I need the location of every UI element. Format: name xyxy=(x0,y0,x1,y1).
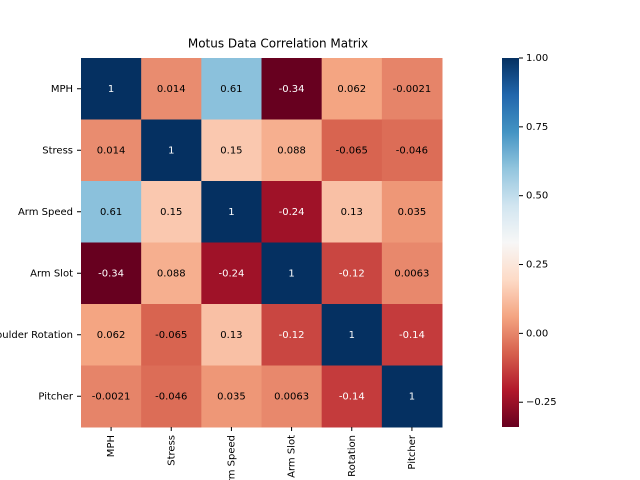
cell-label: -0.12 xyxy=(339,268,365,279)
heatmap-cell xyxy=(261,365,323,428)
cell-label: 0.13 xyxy=(220,330,242,341)
cell-label: 0.0063 xyxy=(274,391,309,402)
heatmap-cell xyxy=(201,242,262,305)
heatmap-cell xyxy=(321,119,383,182)
heatmap-cell xyxy=(321,304,383,366)
heatmap-cell xyxy=(381,58,443,120)
cell-label: -0.24 xyxy=(218,268,244,279)
cell-label: 0.014 xyxy=(157,84,186,95)
cell-label: 1 xyxy=(228,207,234,218)
cell-label: 0.014 xyxy=(97,145,126,156)
heatmap-cell xyxy=(81,242,142,305)
cell-label: -0.046 xyxy=(396,145,428,156)
heatmap-cell xyxy=(201,365,262,428)
cell-label: 0.035 xyxy=(217,391,246,402)
y-tick-label: Stress xyxy=(42,145,73,156)
heatmap-cell xyxy=(321,242,383,305)
colorbar-tick-label: 1.00 xyxy=(526,53,548,64)
cell-label: 1 xyxy=(168,145,174,156)
cell-label: 1 xyxy=(288,268,294,279)
heatmap-cell xyxy=(381,242,443,305)
heatmap-cell xyxy=(381,181,443,243)
colorbar-tick-label: 0.50 xyxy=(526,191,548,202)
colorbar-tick-label: −0.25 xyxy=(526,397,557,408)
colorbar-tick-label: 0.00 xyxy=(526,328,548,339)
cell-label: -0.046 xyxy=(155,391,187,402)
cell-label: -0.0021 xyxy=(393,84,432,95)
heatmap-cell xyxy=(81,58,142,120)
heatmap-cell xyxy=(261,58,323,120)
x-tick-label: Arm Speed xyxy=(226,435,237,480)
cell-label: -0.14 xyxy=(399,330,425,341)
cell-label: 0.062 xyxy=(97,330,126,341)
cell-label: -0.24 xyxy=(279,207,305,218)
cell-label: -0.065 xyxy=(336,145,368,156)
cell-label: 1 xyxy=(108,84,114,95)
heatmap-cell xyxy=(321,365,383,428)
cell-label: -0.14 xyxy=(339,391,365,402)
cell-label: -0.0021 xyxy=(92,391,131,402)
x-tick-label: Stress xyxy=(166,435,177,466)
cell-label: 0.61 xyxy=(100,207,122,218)
heatmap-cell xyxy=(261,119,323,182)
heatmap-cell xyxy=(381,365,443,428)
heatmap-cell xyxy=(141,365,202,428)
heatmap-cell xyxy=(261,181,323,243)
heatmap-cell xyxy=(141,304,202,366)
heatmap-cell xyxy=(201,58,262,120)
cell-label: 0.15 xyxy=(220,145,242,156)
colorbar-tick-label: 0.75 xyxy=(526,122,548,133)
heatmap-cell xyxy=(321,181,383,243)
cell-label: 1 xyxy=(349,330,355,341)
x-tick-label: Arm Slot xyxy=(287,435,298,478)
colorbar-tick-label: 0.25 xyxy=(526,260,548,271)
heatmap-cell xyxy=(81,365,142,428)
chart-title: Motus Data Correlation Matrix xyxy=(188,37,368,51)
cell-label: 0.15 xyxy=(160,207,182,218)
y-tick-label: MPH xyxy=(51,84,73,95)
x-tick-label: MPH xyxy=(106,435,117,457)
y-tick-label: Shoulder Rotation xyxy=(0,330,73,341)
colorbar xyxy=(502,58,519,427)
cell-label: 1 xyxy=(409,391,415,402)
heatmap-cell xyxy=(81,304,142,366)
heatmap-cell xyxy=(321,58,383,120)
cell-label: 0.088 xyxy=(277,145,306,156)
heatmap-cell xyxy=(201,119,262,182)
y-tick-label: Arm Slot xyxy=(30,268,73,279)
cell-label: 0.062 xyxy=(337,84,366,95)
cell-label: -0.34 xyxy=(98,268,124,279)
cell-label: 0.035 xyxy=(398,207,427,218)
heatmap-cell xyxy=(141,242,202,305)
x-tick-label: Shoulder Rotation xyxy=(347,435,358,480)
heatmap-cell xyxy=(201,304,262,366)
cell-label: 0.088 xyxy=(157,268,186,279)
heatmap-cell xyxy=(381,304,443,366)
heatmap-cell xyxy=(201,181,262,243)
heatmap-cell xyxy=(141,58,202,120)
x-tick-label: Pitcher xyxy=(407,434,418,469)
y-tick-label: Arm Speed xyxy=(18,207,73,218)
heatmap-cell xyxy=(261,242,323,305)
heatmap-cell xyxy=(81,119,142,182)
cell-label: 0.0063 xyxy=(394,268,429,279)
heatmap-cell xyxy=(81,181,142,243)
heatmap-cell xyxy=(261,304,323,366)
heatmap-cell xyxy=(141,181,202,243)
y-tick-label: Pitcher xyxy=(38,391,73,402)
cell-label: 0.61 xyxy=(220,84,242,95)
cell-label: -0.34 xyxy=(279,84,305,95)
heatmap-cell xyxy=(141,119,202,182)
cell-label: -0.12 xyxy=(279,330,305,341)
heatmap-cell xyxy=(381,119,443,182)
cell-label: -0.065 xyxy=(155,330,187,341)
cell-label: 0.13 xyxy=(341,207,363,218)
